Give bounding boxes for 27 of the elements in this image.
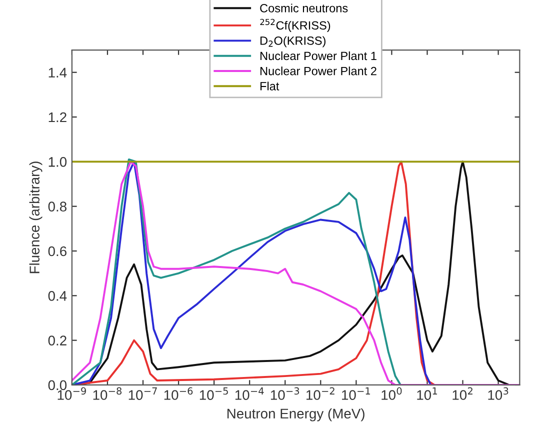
x-tick-label: 10$^{0}$ <box>382 387 402 400</box>
legend-label: D$_{2}$O(KRISS) <box>260 36 326 48</box>
y-tick-label: 1.2 <box>48 112 66 122</box>
x-tick-label: 10$^{−3}$ <box>270 387 300 400</box>
x-tick-label: 10$^{−8}$ <box>93 387 122 400</box>
y-tick-label: 1.0 <box>48 157 67 167</box>
x-tick-label: 10$^{−7}$ <box>128 387 157 400</box>
y-tick-label: 0.2 <box>48 336 66 346</box>
y-tick-label: 1.4 <box>48 68 67 78</box>
legend-label: Nuclear Power Plant 1 <box>260 51 376 60</box>
y-tick-label: 0.4 <box>48 290 67 301</box>
x-tick-label: 10$^{1}$ <box>417 387 437 400</box>
legend-label: $^{252}$Cf(KRISS) <box>260 18 330 32</box>
legend-label: Flat <box>260 82 280 90</box>
x-tick-label: 10$^{2}$ <box>452 387 472 400</box>
x-tick-label: 10$^{3}$ <box>488 387 508 400</box>
y-tick-label: 0.6 <box>48 246 66 256</box>
legend-label: Nuclear Power Plant 2 <box>260 66 376 76</box>
x-tick-label: 10$^{−1}$ <box>342 387 370 400</box>
x-tick-label: 10$^{−6}$ <box>164 387 193 400</box>
x-axis-title: Neutron Energy (MeV) <box>227 408 364 422</box>
legend-label: Cosmic neutrons <box>260 4 348 12</box>
x-tick-label: 10$^{−5}$ <box>200 387 228 400</box>
y-axis-title: Fluence (arbitrary) <box>29 162 42 274</box>
y-tick-label: 0.8 <box>48 202 66 212</box>
x-tick-label: 10$^{−2}$ <box>306 387 334 400</box>
x-tick-label: 10$^{−4}$ <box>235 387 264 400</box>
